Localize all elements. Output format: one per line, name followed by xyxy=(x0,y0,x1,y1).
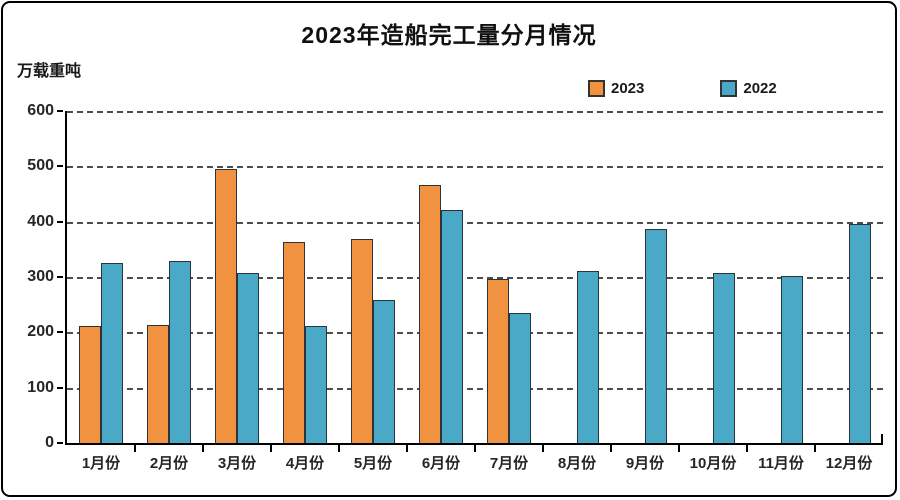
x-tick-mark-6 xyxy=(474,445,476,452)
legend-swatch-2023 xyxy=(588,80,605,97)
bar-group-12月份 xyxy=(815,111,883,443)
x-label-8月份: 8月份 xyxy=(557,455,597,472)
y-tick-mark-500 xyxy=(57,165,63,168)
bar-2023-4月份 xyxy=(283,242,305,443)
gridline-500 xyxy=(67,166,883,169)
y-tick-label-200: 200 xyxy=(27,323,54,341)
x-label-3月份: 3月份 xyxy=(217,455,257,472)
y-tick-label-0: 0 xyxy=(45,434,54,451)
x-axis-end-tick xyxy=(881,434,883,443)
legend-label-2023: 2023 xyxy=(611,80,645,97)
bar-2022-6月份 xyxy=(441,210,463,443)
x-tick-mark-8 xyxy=(610,445,612,452)
x-tick-mark-7 xyxy=(542,445,544,452)
y-tick-label-100: 100 xyxy=(27,378,54,396)
bar-group-2月份 xyxy=(135,111,203,443)
bar-group-4月份 xyxy=(271,111,339,443)
y-tick-mark-200 xyxy=(57,331,63,334)
x-tick-mark-3 xyxy=(270,445,272,452)
x-tick-mark-11 xyxy=(814,445,816,452)
x-label-4月份: 4月份 xyxy=(285,455,325,472)
x-label-1月份: 1月份 xyxy=(81,455,121,472)
bar-2022-3月份 xyxy=(237,273,259,443)
gridline-100 xyxy=(67,387,883,390)
bar-2022-12月份 xyxy=(849,224,871,443)
bar-group-6月份 xyxy=(407,111,475,443)
x-tick-mark-9 xyxy=(678,445,680,452)
legend-item-2022: 2022 xyxy=(720,80,777,97)
y-tick-mark-400 xyxy=(57,220,63,223)
bar-2023-6月份 xyxy=(419,185,441,443)
bar-group-1月份 xyxy=(67,111,135,443)
x-label-2月份: 2月份 xyxy=(149,455,189,472)
x-label-6月份: 6月份 xyxy=(421,455,461,472)
y-tick-mark-300 xyxy=(57,276,63,278)
y-tick-label-400: 400 xyxy=(27,212,54,230)
bar-group-9月份 xyxy=(611,111,679,443)
y-tick-mark-100 xyxy=(57,386,63,389)
bar-group-5月份 xyxy=(339,111,407,443)
y-tick-label-300: 300 xyxy=(27,268,54,285)
bar-2023-7月份 xyxy=(487,279,509,443)
bar-2023-3月份 xyxy=(215,169,237,443)
x-tick-mark-5 xyxy=(406,445,408,452)
x-tick-mark-1 xyxy=(134,445,136,452)
bar-group-8月份 xyxy=(543,111,611,443)
gridline-400 xyxy=(67,221,883,224)
bar-2022-9月份 xyxy=(645,229,667,443)
legend-label-2022: 2022 xyxy=(743,80,777,97)
x-label-10月份: 10月份 xyxy=(689,455,737,472)
bar-2023-1月份 xyxy=(79,326,101,443)
bar-2023-2月份 xyxy=(147,325,169,443)
x-label-12月份: 12月份 xyxy=(825,455,873,472)
gridline-200 xyxy=(67,332,883,335)
y-tick-label-500: 500 xyxy=(27,157,54,175)
x-label-11月份: 11月份 xyxy=(758,455,804,472)
x-label-7月份: 7月份 xyxy=(489,455,529,472)
x-label-9月份: 9月份 xyxy=(625,455,665,472)
y-tick-mark-600 xyxy=(57,110,63,112)
legend-swatch-2022 xyxy=(720,80,738,97)
gridline-600 xyxy=(67,111,883,113)
legend: 2023 2022 xyxy=(588,80,777,97)
plot-wrap: 1月份 2月份 3月份 4月份 5月份 6月份 7月份 8月份 9月份 10月份 11月份 12月份 … xyxy=(27,102,883,472)
bar-2022-2月份 xyxy=(169,261,191,443)
x-tick-mark-10 xyxy=(746,445,748,452)
bar-groups xyxy=(67,111,883,443)
y-axis-unit-label: 万载重吨 xyxy=(17,63,82,80)
y-tick-mark-0 xyxy=(57,442,63,444)
bar-2022-11月份 xyxy=(781,276,803,443)
bar-group-11月份 xyxy=(747,111,815,443)
x-tick-mark-4 xyxy=(338,445,340,452)
plot-area xyxy=(65,111,883,445)
y-tick-label-600: 600 xyxy=(27,102,54,119)
bar-2022-7月份 xyxy=(509,313,531,443)
bar-2022-8月份 xyxy=(577,271,599,443)
bar-group-10月份 xyxy=(679,111,747,443)
bar-2022-4月份 xyxy=(305,326,327,443)
bar-group-7月份 xyxy=(475,111,543,443)
bar-group-3月份 xyxy=(203,111,271,443)
legend-item-2023: 2023 xyxy=(588,80,644,97)
x-tick-mark-2 xyxy=(202,445,204,452)
x-label-5月份: 5月份 xyxy=(353,455,393,472)
bar-2022-1月份 xyxy=(101,263,123,443)
chart-title: 2023年造船完工量分月情况 xyxy=(301,22,597,48)
gridline-300 xyxy=(67,277,883,279)
bar-2022-5月份 xyxy=(373,300,395,443)
bar-2023-5月份 xyxy=(351,239,373,443)
x-axis-labels: 1月份 2月份 3月份 4月份 5月份 6月份 7月份 8月份 9月份 10月份 11月份 12月份 xyxy=(67,452,883,473)
bar-2022-10月份 xyxy=(713,273,735,443)
